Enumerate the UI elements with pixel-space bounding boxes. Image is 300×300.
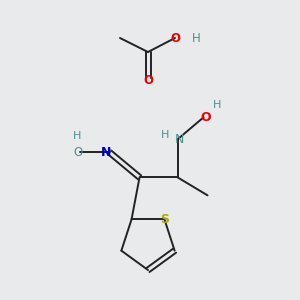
Text: O: O (73, 146, 82, 159)
Text: S: S (160, 213, 169, 226)
Text: H: H (213, 100, 222, 110)
Text: N: N (175, 133, 184, 146)
Text: N: N (101, 146, 112, 159)
Text: H: H (192, 32, 200, 44)
Text: O: O (200, 111, 211, 124)
Text: H: H (161, 130, 170, 140)
Text: O: O (143, 74, 153, 86)
Text: O: O (170, 32, 180, 44)
Text: H: H (74, 131, 82, 141)
